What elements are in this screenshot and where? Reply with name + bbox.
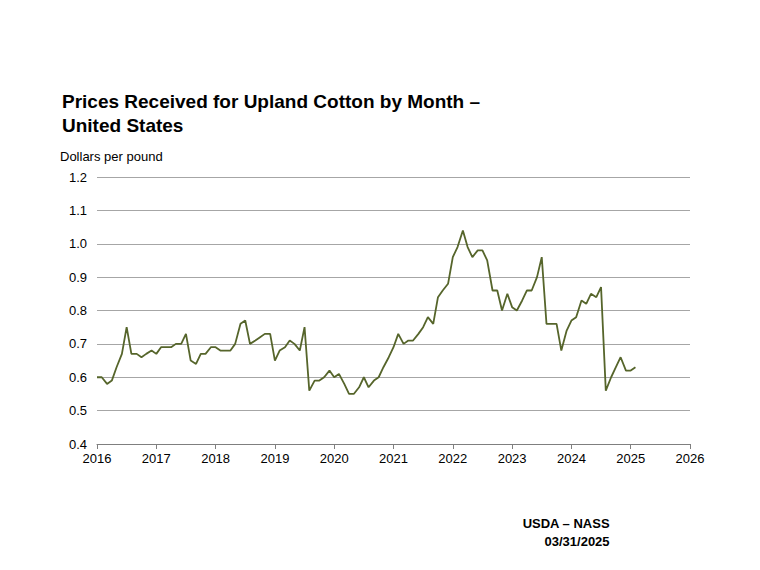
svg-text:2026: 2026 [676, 451, 705, 466]
svg-text:0.8: 0.8 [69, 303, 87, 318]
svg-text:1.0: 1.0 [69, 236, 87, 251]
svg-text:0.9: 0.9 [69, 270, 87, 285]
svg-text:2024: 2024 [557, 451, 586, 466]
svg-text:2025: 2025 [616, 451, 645, 466]
svg-text:0.7: 0.7 [69, 336, 87, 351]
svg-text:1.2: 1.2 [69, 170, 87, 185]
svg-text:2017: 2017 [142, 451, 171, 466]
svg-text:2016: 2016 [83, 451, 112, 466]
svg-text:United States: United States [62, 115, 183, 136]
svg-text:0.6: 0.6 [69, 370, 87, 385]
svg-text:0.4: 0.4 [69, 437, 87, 452]
svg-text:2021: 2021 [379, 451, 408, 466]
svg-text:0.5: 0.5 [69, 403, 87, 418]
svg-text:03/31/2025: 03/31/2025 [545, 534, 610, 549]
svg-text:2018: 2018 [201, 451, 230, 466]
svg-text:Dollars per pound: Dollars per pound [60, 149, 163, 164]
svg-text:2023: 2023 [498, 451, 527, 466]
svg-text:2019: 2019 [260, 451, 289, 466]
svg-text:2022: 2022 [438, 451, 467, 466]
svg-text:Prices Received for Upland Cot: Prices Received for Upland Cotton by Mon… [62, 91, 480, 112]
svg-text:2020: 2020 [320, 451, 349, 466]
svg-text:USDA – NASS: USDA – NASS [523, 516, 610, 531]
svg-text:1.1: 1.1 [69, 203, 87, 218]
